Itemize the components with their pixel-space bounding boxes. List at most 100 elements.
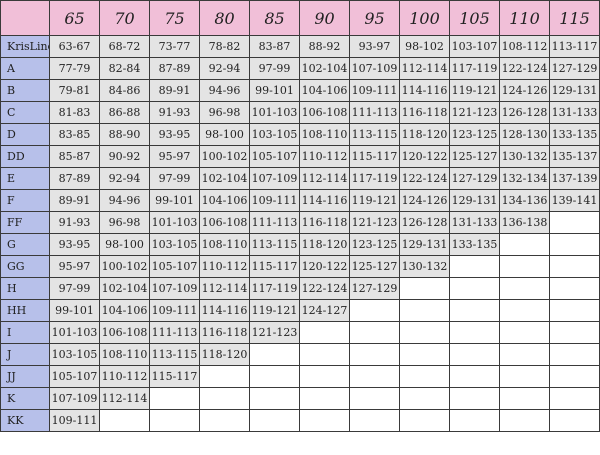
empty-cell xyxy=(399,387,450,410)
empty-cell xyxy=(549,233,600,256)
empty-cell xyxy=(299,409,350,432)
size-range-cell: 94-96 xyxy=(99,189,150,212)
size-range-cell: 129-131 xyxy=(399,233,450,256)
size-range-cell: 122-124 xyxy=(399,167,450,190)
empty-cell xyxy=(449,255,500,278)
size-range-cell: 121-123 xyxy=(249,321,300,344)
row-header: K xyxy=(0,387,50,410)
table-row: DD 85-87 90-92 95-97 100-102 105-107 110-112 11… xyxy=(0,145,600,168)
size-range-cell: 68-72 xyxy=(99,35,150,58)
size-range-cell: 103-107 xyxy=(449,35,500,58)
size-range-cell: 130-132 xyxy=(399,255,450,278)
table-row: J 103-105 108-110 113-115 118-120 xyxy=(0,343,600,366)
size-range-cell: 126-128 xyxy=(499,101,550,124)
size-range-cell: 93-97 xyxy=(349,35,400,58)
column-header-65: 65 xyxy=(49,0,100,36)
size-range-cell: 106-108 xyxy=(199,211,250,234)
size-range-cell: 100-102 xyxy=(199,145,250,168)
empty-cell xyxy=(199,387,250,410)
size-range-cell: 112-114 xyxy=(99,387,150,410)
size-range-cell: 103-105 xyxy=(149,233,200,256)
size-range-cell: 87-89 xyxy=(49,167,100,190)
empty-cell xyxy=(549,299,600,322)
size-range-cell: 95-97 xyxy=(49,255,100,278)
row-header: E xyxy=(0,167,50,190)
size-range-cell: 117-119 xyxy=(449,57,500,80)
row-header: JJ xyxy=(0,365,50,388)
empty-cell xyxy=(499,365,550,388)
size-range-cell: 104-106 xyxy=(199,189,250,212)
empty-cell xyxy=(549,387,600,410)
empty-cell xyxy=(399,299,450,322)
empty-cell xyxy=(549,211,600,234)
size-range-cell: 101-103 xyxy=(249,101,300,124)
empty-cell xyxy=(199,409,250,432)
size-range-cell: 110-112 xyxy=(299,145,350,168)
empty-cell xyxy=(549,321,600,344)
size-range-cell: 124-127 xyxy=(299,299,350,322)
table-row: FF 91-93 96-98 101-103 106-108 111-113 116-118… xyxy=(0,211,600,234)
size-range-cell: 83-85 xyxy=(49,123,100,146)
size-range-cell: 117-119 xyxy=(249,277,300,300)
empty-cell xyxy=(199,365,250,388)
size-range-cell: 78-82 xyxy=(199,35,250,58)
table-row: K 107-109 112-114 xyxy=(0,387,600,410)
size-range-cell: 101-103 xyxy=(149,211,200,234)
size-range-cell: 114-116 xyxy=(299,189,350,212)
size-range-cell: 116-118 xyxy=(399,101,450,124)
size-range-cell: 77-79 xyxy=(49,57,100,80)
empty-cell xyxy=(449,321,500,344)
empty-cell xyxy=(449,343,500,366)
empty-cell xyxy=(499,321,550,344)
empty-cell xyxy=(399,409,450,432)
size-range-cell: 115-117 xyxy=(349,145,400,168)
size-range-cell: 136-138 xyxy=(499,211,550,234)
size-range-cell: 123-125 xyxy=(349,233,400,256)
size-range-cell: 131-133 xyxy=(549,101,600,124)
empty-cell xyxy=(349,387,400,410)
size-range-cell: 108-110 xyxy=(199,233,250,256)
row-header: G xyxy=(0,233,50,256)
table-row: F 89-91 94-96 99-101 104-106 109-111 114-116 11… xyxy=(0,189,600,212)
size-range-cell: 105-107 xyxy=(49,365,100,388)
size-range-cell: 121-123 xyxy=(449,101,500,124)
size-range-cell: 128-130 xyxy=(499,123,550,146)
size-chart-body: KrisLine 63-67 68-72 73-77 78-82 83-87 88-92 93… xyxy=(0,35,600,432)
table-row: A 77-79 82-84 87-89 92-94 97-99 102-104 107-109… xyxy=(0,57,600,80)
size-range-cell: 104-106 xyxy=(99,299,150,322)
size-range-cell: 97-99 xyxy=(49,277,100,300)
table-row: GG 95-97 100-102 105-107 110-112 115-117 120-1… xyxy=(0,255,600,278)
empty-cell xyxy=(249,365,300,388)
size-range-cell: 108-110 xyxy=(299,123,350,146)
size-range-cell: 118-120 xyxy=(199,343,250,366)
size-range-cell: 99-101 xyxy=(249,79,300,102)
table-row: KrisLine 63-67 68-72 73-77 78-82 83-87 88-92 93… xyxy=(0,35,600,58)
empty-cell xyxy=(299,387,350,410)
table-row: I 101-103 106-108 111-113 116-118 121-123 xyxy=(0,321,600,344)
size-range-cell: 108-112 xyxy=(499,35,550,58)
empty-cell xyxy=(249,409,300,432)
size-range-cell: 117-119 xyxy=(349,167,400,190)
size-range-cell: 119-121 xyxy=(349,189,400,212)
row-header: KK xyxy=(0,409,50,432)
empty-cell xyxy=(449,365,500,388)
row-header: F xyxy=(0,189,50,212)
size-range-cell: 109-111 xyxy=(249,189,300,212)
size-range-cell: 124-126 xyxy=(399,189,450,212)
column-header-70: 70 xyxy=(99,0,150,36)
size-range-cell: 107-109 xyxy=(349,57,400,80)
size-range-cell: 137-139 xyxy=(549,167,600,190)
size-range-cell: 109-111 xyxy=(349,79,400,102)
size-range-cell: 92-94 xyxy=(199,57,250,80)
size-range-cell: 118-120 xyxy=(399,123,450,146)
table-row: C 81-83 86-88 91-93 96-98 101-103 106-108 111-1… xyxy=(0,101,600,124)
empty-cell xyxy=(499,409,550,432)
empty-cell xyxy=(549,343,600,366)
size-range-cell: 110-112 xyxy=(199,255,250,278)
table-row: G 93-95 98-100 103-105 108-110 113-115 118-120… xyxy=(0,233,600,256)
size-range-cell: 111-113 xyxy=(249,211,300,234)
size-range-cell: 88-92 xyxy=(299,35,350,58)
size-range-cell: 129-131 xyxy=(449,189,500,212)
size-range-cell: 116-118 xyxy=(199,321,250,344)
size-range-cell: 133-135 xyxy=(449,233,500,256)
